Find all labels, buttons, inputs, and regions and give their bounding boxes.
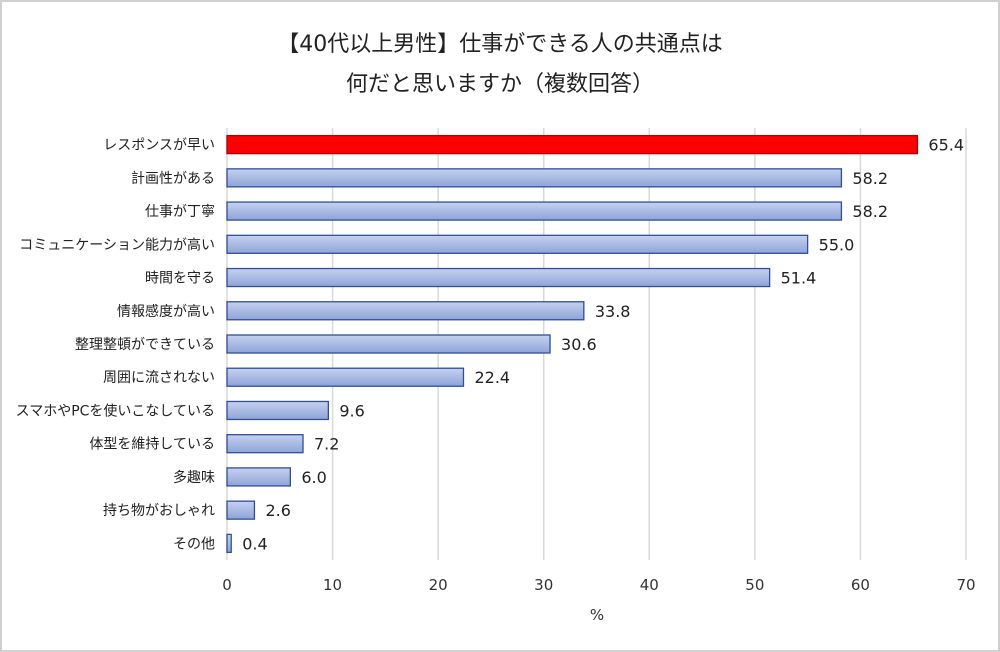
data-label: 0.4 xyxy=(242,534,267,553)
category-label: 計画性がある xyxy=(131,171,215,187)
data-label: 9.6 xyxy=(339,401,364,420)
chart-title-line1: 【40代以上男性】仕事ができる人の共通点は xyxy=(277,32,723,57)
data-label: 65.4 xyxy=(928,136,964,155)
category-label: 周囲に流されない xyxy=(103,370,215,386)
bar xyxy=(226,500,256,520)
category-label: 時間を守る xyxy=(145,271,215,287)
data-label: 22.4 xyxy=(474,368,510,387)
bar xyxy=(226,134,919,155)
category-label: スマホやPCを使いこなしている xyxy=(16,402,215,419)
bar xyxy=(226,400,329,421)
x-tick-label: 0 xyxy=(222,576,232,594)
x-tick-label: 50 xyxy=(745,576,764,594)
category-label: 体型を維持している xyxy=(89,437,215,453)
bar xyxy=(226,301,585,321)
bar xyxy=(226,234,809,254)
bar xyxy=(226,334,551,354)
category-label: その他 xyxy=(173,536,215,552)
bar xyxy=(226,267,771,288)
bar xyxy=(226,201,843,221)
x-tick-label: 20 xyxy=(429,576,448,594)
bar xyxy=(226,533,232,554)
category-label: コミュニケーション能力が高い xyxy=(19,236,215,253)
data-label: 6.0 xyxy=(301,468,326,487)
category-label: 持ち物がおしゃれ xyxy=(103,503,215,519)
category-label: 整理整頓ができている xyxy=(75,337,215,353)
data-label: 30.6 xyxy=(561,335,597,354)
bar xyxy=(226,168,843,188)
x-tick-label: 40 xyxy=(640,576,659,594)
data-label: 51.4 xyxy=(781,269,817,288)
x-tick-label: 60 xyxy=(851,576,870,594)
category-label: 情報感度が高い xyxy=(117,303,215,320)
category-label: レスポンスが早い xyxy=(103,138,215,154)
x-tick-label: 10 xyxy=(323,576,342,594)
data-label: 2.6 xyxy=(265,501,290,520)
x-tick-label: 70 xyxy=(956,576,975,594)
data-label: 58.2 xyxy=(852,202,888,221)
bar xyxy=(226,367,465,387)
x-axis-label: % xyxy=(590,606,604,624)
data-label: 58.2 xyxy=(852,169,888,188)
data-label: 33.8 xyxy=(595,302,631,321)
bar xyxy=(226,467,291,487)
category-label: 多趣味 xyxy=(173,469,215,486)
category-label: 仕事が丁寧 xyxy=(145,203,215,220)
chart-title-line2: 何だと思いますか（複数回答） xyxy=(345,72,654,97)
data-label: 55.0 xyxy=(819,235,855,254)
x-tick-label: 30 xyxy=(534,576,553,594)
data-label: 7.2 xyxy=(314,435,339,454)
bar xyxy=(226,434,304,454)
